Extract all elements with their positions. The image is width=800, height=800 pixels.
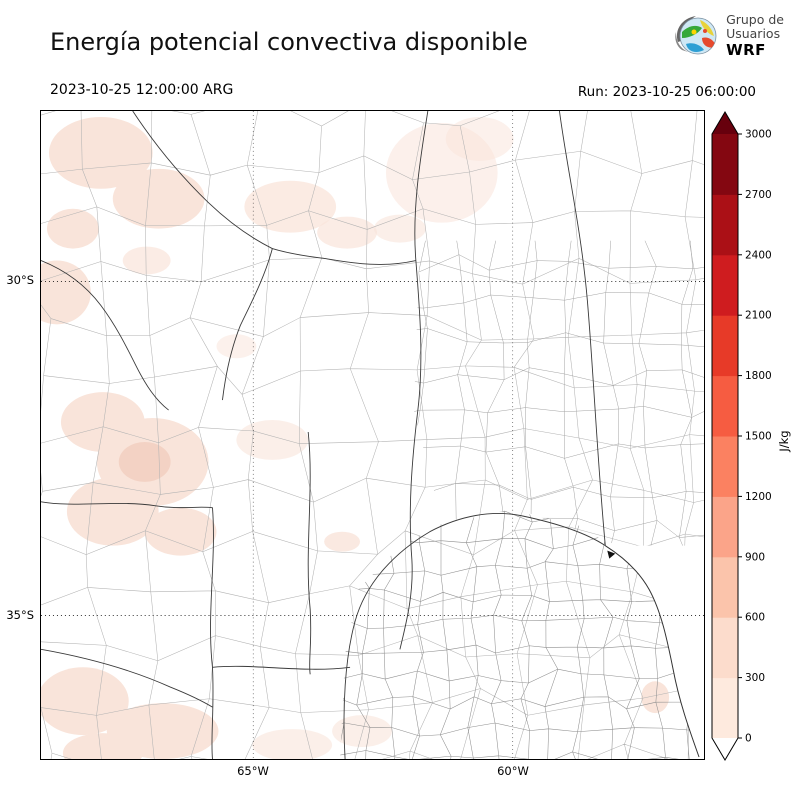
run-time-label: Run: 2023-10-25 06:00:00 [577,84,756,100]
colorbar-tick-label: 900 [745,551,765,563]
colorbar-tick-label: 3000 [745,129,772,141]
logo-line2: Usuarios [726,26,781,42]
colorbar-over-arrow [712,112,738,134]
colorbar-tick-label: 1500 [745,431,772,443]
colorbar-segment [712,496,738,558]
colorbar-segment [712,436,738,497]
colorbar-svg: 0 300 600 900 1200 1500 1800 2100 2400 2700 3000 J/… [711,111,791,761]
colorbar-segment [712,677,738,739]
colorbar-under-arrow [712,738,738,760]
colorbar-tick-label: 0 [745,733,752,745]
page-title: Energía potencial convectiva disponible [50,28,528,56]
colorbar-unit-label: J/kg [777,430,791,452]
logo-line3: WRF [726,40,766,59]
colorbar-segment [712,134,738,195]
colorbar: 0 300 600 900 1200 1500 1800 2100 2400 2700 3000 J/… [710,111,800,763]
logo-text: Grupo de Usuarios WRF [726,12,784,59]
county-mesh-base [26,95,800,800]
valid-time-label: 2023-10-25 12:00:00 ARG [50,82,234,98]
colorbar-tick-label: 600 [745,612,765,624]
map-svg [23,95,800,800]
colorbar-segment [712,254,738,316]
colorbar-tick-label: 2700 [745,189,772,201]
province-borders [40,110,606,760]
colorbar-tick-label: 1800 [745,370,772,382]
graticule [41,111,704,759]
colorbar-segment [712,194,738,256]
colorbar-tick-label: 2400 [745,249,772,261]
logo-line1: Grupo de [726,12,784,27]
lon-label-65w: 65°W [237,764,269,778]
colorbar-segment [712,556,738,618]
colorbar-tick-label: 1200 [745,491,772,503]
colorbar-segment [712,375,738,437]
cape-shading [23,116,707,773]
county-mesh-east [413,240,704,550]
colorbar-segment [712,617,738,679]
lat-label-35s: 35°S [6,608,34,622]
buenos-aires-city-marker [607,550,616,559]
colorbar-tick-label: 300 [745,672,765,684]
map-panel [23,95,800,800]
colorbar-tick-label: 2100 [745,310,772,322]
lon-label-60w: 60°W [497,764,529,778]
water-rio-de-la-plata [605,545,704,759]
lat-label-30s: 30°S [6,273,34,287]
logo: Grupo de Usuarios WRF [672,12,784,60]
coastline [605,545,700,758]
globe-icon [675,16,717,55]
colorbar-segment [712,315,738,377]
